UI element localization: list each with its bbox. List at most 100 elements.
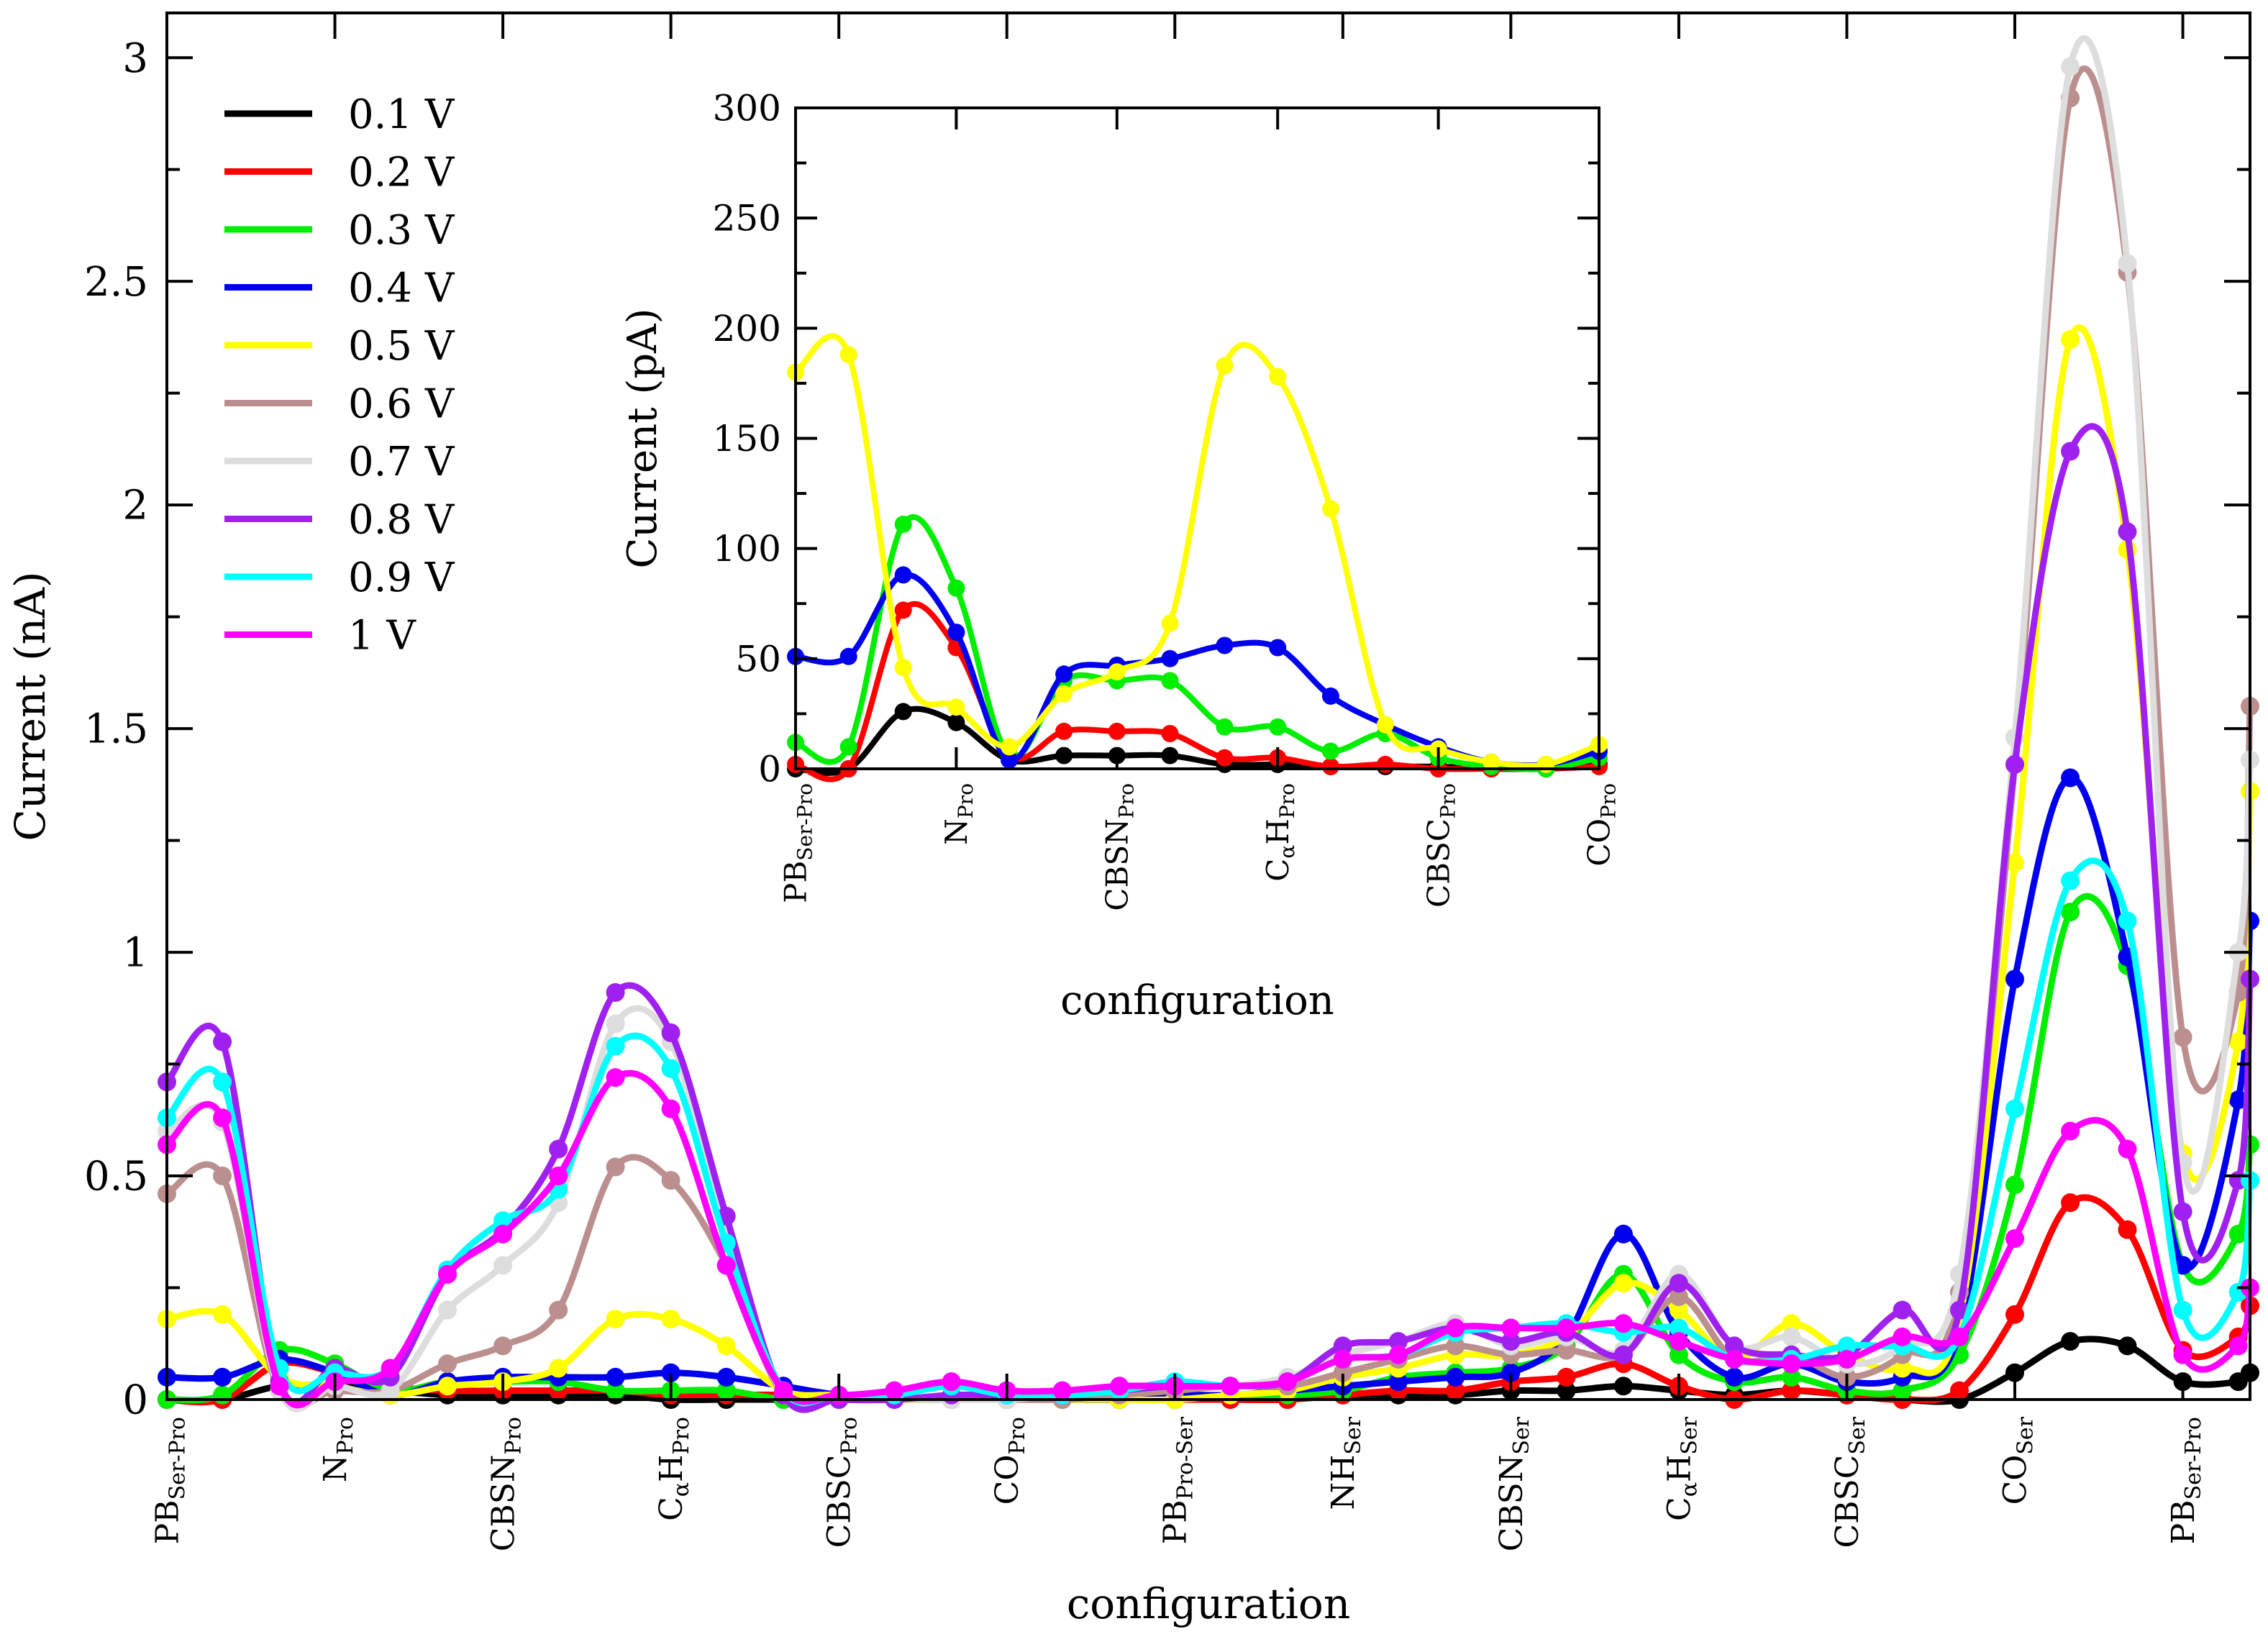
main-category-label-10-main: CBSC: [1829, 1455, 1866, 1548]
main-point-1-25: [1557, 1367, 1576, 1387]
main-point-7-27: [1669, 1274, 1688, 1293]
inset-ytick-label-4: 200: [713, 308, 781, 350]
inset-point-4-4: [1001, 738, 1019, 756]
inset-point-1-10: [1321, 757, 1339, 775]
main-category-label-1: NPro: [317, 1417, 358, 1482]
inset-category-label-1-sub: Pro: [954, 783, 978, 818]
inset-ytick-label-5: 250: [713, 198, 781, 239]
legend: 0.1 V 0.2 V 0.3 V 0.4 V 0.5 V 0.6 V 0.7 V 0.8 V…: [224, 91, 455, 659]
main-point-6-8: [606, 1014, 625, 1033]
main-point-9-8: [606, 1068, 625, 1087]
inset-category-label-0: PBSer-Pro: [778, 783, 817, 903]
main-series-line-8: [164, 857, 2254, 1407]
main-point-2-37: [2228, 1224, 2248, 1243]
inset-category-label-0-main: PB: [778, 861, 814, 903]
main-yaxis-title: Current (nA): [6, 571, 55, 841]
main-category-label-2-main: CBSN: [485, 1455, 522, 1552]
inset-point-3-3: [947, 624, 965, 642]
main-category-label-5: COPro: [989, 1417, 1030, 1505]
main-point-5-5: [438, 1354, 457, 1374]
main-point-9-9: [661, 1099, 680, 1118]
main-point-7-26: [1613, 1345, 1633, 1364]
inset-category-label-4-sub: Pro: [1436, 783, 1460, 818]
main-point-3-10: [716, 1367, 736, 1387]
main-series-group: [158, 35, 2259, 1413]
main-point-7-36: [2173, 1202, 2192, 1221]
legend-label-6: 0.7 V: [348, 439, 455, 485]
main-point-8-1: [213, 1072, 232, 1092]
main-category-label-12-sub: Ser-Pro: [2181, 1417, 2206, 1500]
inset-point-0-5: [1055, 747, 1073, 764]
main-point-3-26: [1613, 1224, 1633, 1243]
main-point-9-30: [1837, 1350, 1857, 1369]
main-point-4-10: [716, 1336, 736, 1356]
main-point-6-5: [438, 1300, 457, 1320]
legend-label-7: 0.8 V: [348, 497, 455, 544]
main-category-label-5-sub: Pro: [1005, 1417, 1030, 1455]
inset-point-3-4: [1001, 751, 1019, 769]
inset-series-line-4: [793, 333, 1600, 769]
main-point-9-5: [438, 1264, 457, 1284]
inset-point-2-9: [1269, 718, 1287, 736]
main-point-5-23: [1446, 1336, 1465, 1356]
main-category-label-11-sub: Ser: [2013, 1416, 2038, 1454]
main-category-label-9-sub2: Ser: [1677, 1416, 1702, 1454]
inset-point-4-7: [1161, 614, 1179, 632]
main-category-label-4-sub: Pro: [837, 1417, 862, 1455]
main-ytick-label-6: 3: [122, 35, 148, 82]
main-point-7-24: [1501, 1332, 1521, 1351]
main-point-3-33: [2005, 969, 2024, 989]
main-point-9-4: [381, 1359, 400, 1378]
main-point-8-35: [2118, 911, 2137, 931]
main-point-6-4: [381, 1381, 400, 1400]
main-category-label-10-sub: Ser: [1845, 1416, 1870, 1454]
inset-point-1-5: [1055, 722, 1073, 740]
main-point-4-37: [2228, 1032, 2248, 1051]
main-category-label-12: PBSer-Pro: [2165, 1417, 2206, 1544]
inset-point-2-3: [947, 579, 965, 597]
inset-category-label-2: CBSNPro: [1100, 783, 1139, 911]
inset-point-3-7: [1161, 649, 1179, 667]
main-point-9-6: [493, 1224, 513, 1243]
main-point-7-31: [1893, 1300, 1912, 1320]
main-point-1-23: [1446, 1381, 1465, 1400]
legend-label-5: 0.6 V: [348, 381, 455, 428]
main-point-6-34: [2061, 57, 2080, 76]
main-plot-frame: [165, 12, 2251, 1401]
main-point-1-35: [2118, 1220, 2137, 1239]
main-point-2-27: [1669, 1345, 1688, 1364]
legend-label-0: 0.1 V: [348, 91, 455, 138]
main-point-3-24: [1501, 1363, 1521, 1382]
main-point-9-26: [1613, 1314, 1633, 1333]
main-point-2-34: [2061, 903, 2080, 922]
inset-point-1-11: [1376, 755, 1394, 773]
inset-point-4-13: [1483, 753, 1500, 771]
inset-ytick-label-6: 300: [713, 88, 781, 129]
main-point-2-8: [606, 1381, 625, 1400]
main-point-9-23: [1446, 1318, 1465, 1338]
main-point-9-17: [1110, 1377, 1129, 1396]
main-point-0-34: [2061, 1332, 2080, 1351]
main-category-label-9-main2: H: [1661, 1455, 1698, 1482]
main-point-4-9: [661, 1310, 680, 1329]
inset-point-2-10: [1321, 742, 1339, 760]
main-category-label-11-main: CO: [1997, 1455, 2034, 1505]
main-point-3-1: [213, 1367, 232, 1387]
main-ytick-label-2: 1: [122, 930, 148, 977]
inset-point-3-9: [1269, 639, 1287, 657]
inset-series-group: [787, 333, 1608, 782]
inset-background: [796, 108, 1599, 769]
main-category-label-3: CαHPro: [653, 1417, 694, 1521]
main-category-label-2: CBSNPro: [485, 1417, 526, 1551]
main-point-0-33: [2005, 1363, 2024, 1382]
inset-point-0-3: [947, 713, 965, 731]
main-point-9-28: [1725, 1350, 1744, 1369]
inset-point-4-2: [894, 659, 912, 677]
main-point-4-33: [2005, 853, 2024, 872]
inset-point-1-2: [894, 601, 912, 619]
main-category-label-4: CBSCPro: [821, 1417, 862, 1548]
inset-point-3-1: [839, 647, 857, 665]
